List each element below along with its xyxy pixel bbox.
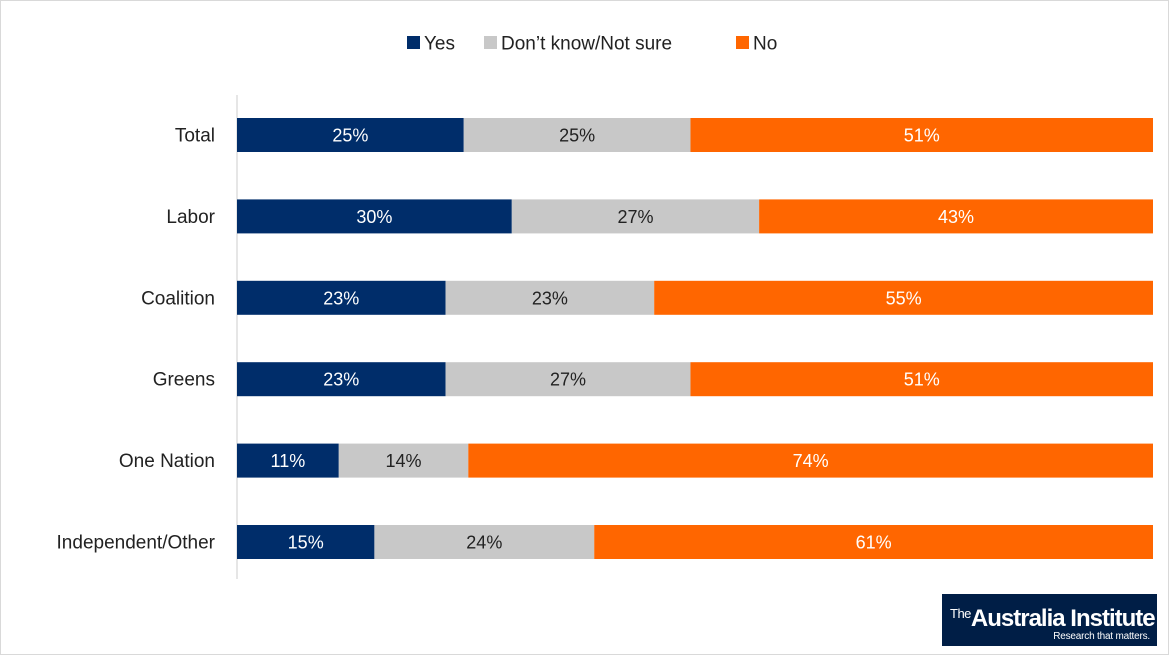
data-label-coalition-no: 55% xyxy=(886,288,922,308)
category-label-coalition: Coalition xyxy=(141,288,215,309)
data-label-greens-yes: 23% xyxy=(323,370,359,390)
chart-legend: Yes Don’t know/Not sure No xyxy=(407,34,777,55)
bar-labor-no xyxy=(759,199,1153,234)
data-label-independent-other-don-t-know-not-sure: 24% xyxy=(466,533,502,553)
data-label-one-nation-don-t-know-not-sure: 14% xyxy=(386,451,422,471)
bar-one-nation-no xyxy=(468,443,1153,478)
category-label-one-nation: One Nation xyxy=(119,451,215,472)
logo-name: Australia Institute xyxy=(970,605,1156,632)
data-label-labor-no: 43% xyxy=(938,207,974,227)
legend-label-yes: Yes xyxy=(424,34,455,55)
bar-greens-no xyxy=(690,362,1153,397)
bar-labor-don-t-know-not-sure xyxy=(511,199,760,234)
logo-superscript: The xyxy=(950,606,971,621)
data-label-total-yes: 25% xyxy=(332,126,368,146)
data-label-labor-yes: 30% xyxy=(356,207,392,227)
bar-coalition-yes xyxy=(237,280,446,315)
bar-independent-other-no xyxy=(594,525,1153,559)
category-label-labor: Labor xyxy=(166,207,215,228)
bars-group: 25% 25% 51% 30% 27% 43% 23% 23% 55% 23% 27% 51% 11% 1… xyxy=(237,118,1153,559)
data-label-independent-other-yes: 15% xyxy=(288,533,324,553)
category-labels: Total Labor Coalition Greens One Nation Indep… xyxy=(57,126,216,554)
data-label-coalition-don-t-know-not-sure: 23% xyxy=(532,288,568,308)
bar-one-nation-don-t-know-not-sure xyxy=(338,443,469,478)
bar-one-nation-yes xyxy=(237,443,339,478)
data-label-total-don-t-know-not-sure: 25% xyxy=(559,126,595,146)
bar-independent-other-yes xyxy=(237,525,375,559)
data-label-total-no: 51% xyxy=(904,126,940,146)
bar-total-don-t-know-not-sure xyxy=(463,118,691,152)
bar-greens-don-t-know-not-sure xyxy=(445,362,691,397)
legend-swatch-yes xyxy=(407,36,420,49)
bar-labor-yes xyxy=(237,199,512,234)
data-label-one-nation-no: 74% xyxy=(793,451,829,471)
data-label-one-nation-yes: 11% xyxy=(271,451,306,471)
legend-swatch-don-t-know-not-sure xyxy=(484,36,497,49)
bar-greens-yes xyxy=(237,362,446,397)
bar-independent-other-don-t-know-not-sure xyxy=(374,525,595,559)
bar-coalition-no xyxy=(654,280,1153,315)
category-label-greens: Greens xyxy=(153,370,215,391)
data-label-greens-no: 51% xyxy=(904,370,940,390)
data-label-labor-don-t-know-not-sure: 27% xyxy=(617,207,653,227)
australia-institute-logo: TheAustralia Institute Research that mat… xyxy=(942,594,1157,646)
data-label-coalition-yes: 23% xyxy=(323,288,359,308)
bar-coalition-don-t-know-not-sure xyxy=(445,280,655,315)
legend-label-no: No xyxy=(753,34,777,55)
legend-swatch-no xyxy=(736,36,749,49)
data-label-independent-other-no: 61% xyxy=(856,533,892,553)
bar-total-yes xyxy=(237,118,464,152)
legend-label-don-t-know-not-sure: Don’t know/Not sure xyxy=(501,34,672,55)
logo-tagline: Research that matters. xyxy=(1053,631,1150,642)
category-label-total: Total xyxy=(175,126,215,147)
category-label-independent-other: Independent/Other xyxy=(57,533,216,554)
bar-total-no xyxy=(690,118,1153,152)
data-label-greens-don-t-know-not-sure: 27% xyxy=(550,370,586,390)
